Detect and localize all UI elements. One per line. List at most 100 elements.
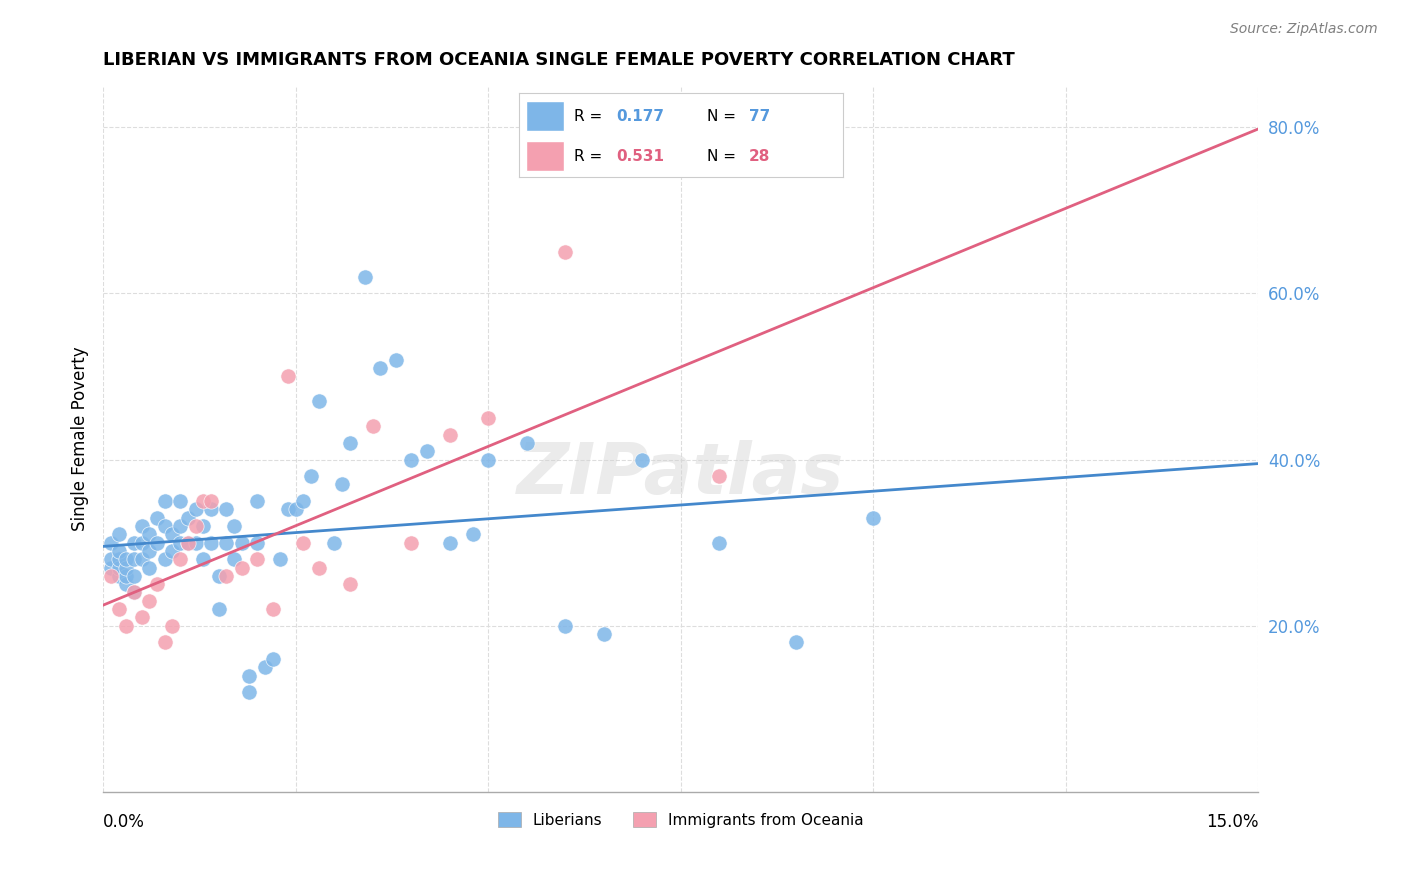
Point — [162, 544, 184, 558]
Point — [292, 535, 315, 549]
Point — [122, 585, 145, 599]
Point — [153, 635, 176, 649]
Point — [385, 352, 408, 367]
Point — [262, 602, 284, 616]
Point — [284, 502, 307, 516]
Point — [131, 535, 153, 549]
Point — [516, 436, 538, 450]
Point — [162, 527, 184, 541]
Point — [308, 394, 330, 409]
Point — [477, 452, 499, 467]
Point — [153, 519, 176, 533]
Point — [153, 552, 176, 566]
Point — [277, 502, 299, 516]
Point — [122, 552, 145, 566]
Point — [146, 510, 169, 524]
Point — [131, 519, 153, 533]
Text: Source: ZipAtlas.com: Source: ZipAtlas.com — [1230, 22, 1378, 37]
Point — [100, 552, 122, 566]
Point — [177, 510, 200, 524]
Point — [208, 602, 231, 616]
Point — [200, 494, 222, 508]
Point — [193, 494, 215, 508]
Point — [184, 502, 207, 516]
Point — [107, 552, 129, 566]
Point — [131, 552, 153, 566]
Point — [709, 469, 731, 483]
Point — [785, 635, 807, 649]
Point — [222, 552, 245, 566]
Text: ZIPatlas: ZIPatlas — [517, 440, 845, 508]
Point — [200, 535, 222, 549]
Point — [208, 569, 231, 583]
Text: 0.0%: 0.0% — [103, 814, 145, 831]
Point — [246, 552, 269, 566]
Point — [162, 618, 184, 632]
Point — [354, 269, 377, 284]
Point — [592, 627, 614, 641]
Point — [554, 244, 576, 259]
Point — [115, 618, 138, 632]
Point — [330, 477, 353, 491]
Point — [238, 685, 260, 699]
Point — [122, 569, 145, 583]
Point — [215, 502, 238, 516]
Point — [122, 535, 145, 549]
Point — [146, 577, 169, 591]
Point — [231, 560, 253, 574]
Point — [215, 535, 238, 549]
Point — [439, 535, 461, 549]
Point — [107, 602, 129, 616]
Point — [709, 535, 731, 549]
Point — [138, 544, 160, 558]
Point — [461, 527, 484, 541]
Point — [231, 535, 253, 549]
Point — [138, 594, 160, 608]
Point — [115, 560, 138, 574]
Point — [122, 585, 145, 599]
Point — [169, 519, 191, 533]
Point — [215, 569, 238, 583]
Point — [146, 535, 169, 549]
Point — [246, 535, 269, 549]
Point — [339, 577, 361, 591]
Point — [308, 560, 330, 574]
Point — [184, 519, 207, 533]
Point — [100, 535, 122, 549]
Point — [222, 519, 245, 533]
Point — [115, 552, 138, 566]
Point — [238, 668, 260, 682]
Point — [169, 535, 191, 549]
Point — [100, 569, 122, 583]
Point — [439, 427, 461, 442]
Point — [631, 452, 654, 467]
Point — [169, 552, 191, 566]
Point — [177, 535, 200, 549]
Point — [415, 444, 437, 458]
Point — [323, 535, 346, 549]
Point — [193, 519, 215, 533]
Point — [269, 552, 291, 566]
Point — [554, 618, 576, 632]
Point — [131, 610, 153, 624]
Point — [299, 469, 322, 483]
Point — [399, 535, 422, 549]
Point — [862, 510, 884, 524]
Point — [277, 369, 299, 384]
Legend: Liberians, Immigrants from Oceania: Liberians, Immigrants from Oceania — [492, 805, 870, 834]
Point — [177, 535, 200, 549]
Point — [138, 560, 160, 574]
Point — [399, 452, 422, 467]
Point — [115, 577, 138, 591]
Y-axis label: Single Female Poverty: Single Female Poverty — [72, 346, 89, 531]
Point — [477, 411, 499, 425]
Point — [184, 535, 207, 549]
Point — [100, 560, 122, 574]
Point — [153, 494, 176, 508]
Text: LIBERIAN VS IMMIGRANTS FROM OCEANIA SINGLE FEMALE POVERTY CORRELATION CHART: LIBERIAN VS IMMIGRANTS FROM OCEANIA SING… — [103, 51, 1015, 69]
Text: 15.0%: 15.0% — [1206, 814, 1258, 831]
Point — [339, 436, 361, 450]
Point — [107, 560, 129, 574]
Point — [115, 569, 138, 583]
Point — [200, 502, 222, 516]
